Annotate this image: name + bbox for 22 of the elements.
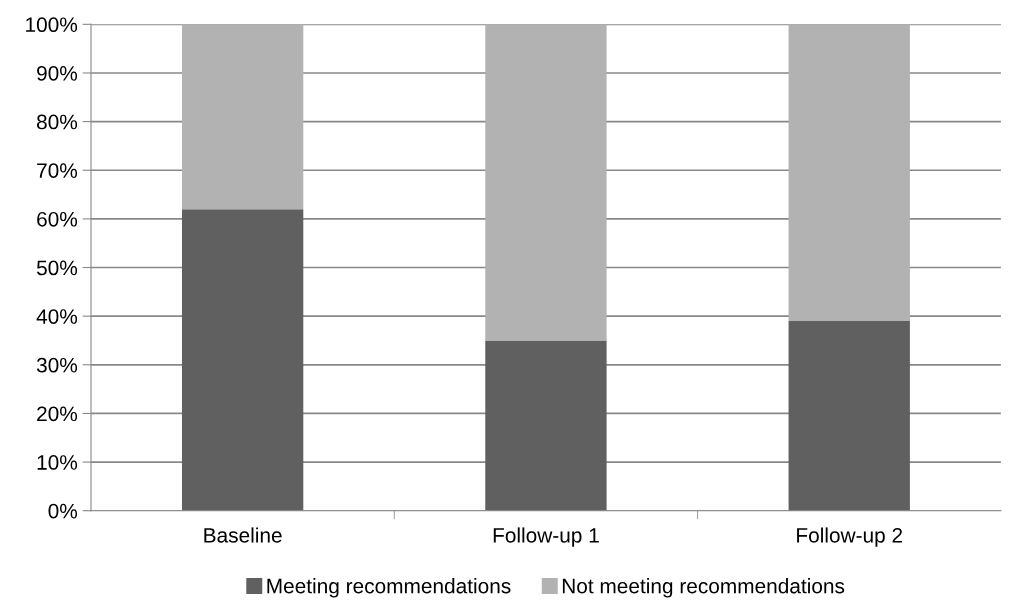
y-tick-label: 10% (37, 455, 78, 470)
bar (485, 340, 607, 511)
y-tick-label: 70% (37, 163, 78, 178)
x-tick-label: Follow-up 2 (797, 527, 903, 547)
y-tick-label: 90% (37, 65, 78, 81)
y-tick-label: 80% (37, 114, 78, 130)
y-tick-label: 30% (36, 357, 78, 373)
bar (485, 24, 607, 341)
y-tick-label: 40% (36, 309, 78, 324)
x-tick-label: Follow-up 1 (493, 527, 599, 547)
y-tick-label: 20% (37, 406, 78, 422)
bar (788, 24, 910, 322)
y-tick-label: 0% (48, 503, 78, 519)
y-tick-label: 50% (36, 260, 78, 276)
bar (181, 209, 304, 511)
bar (181, 24, 304, 210)
bar (788, 321, 910, 511)
y-tick-label: 60% (37, 211, 78, 227)
legend-label: Not meeting recommendations (562, 578, 845, 598)
y-tick-label: 100% (26, 17, 78, 33)
x-tick-label: Baseline (204, 527, 282, 543)
legend-label: Meeting recommendations (267, 578, 511, 598)
